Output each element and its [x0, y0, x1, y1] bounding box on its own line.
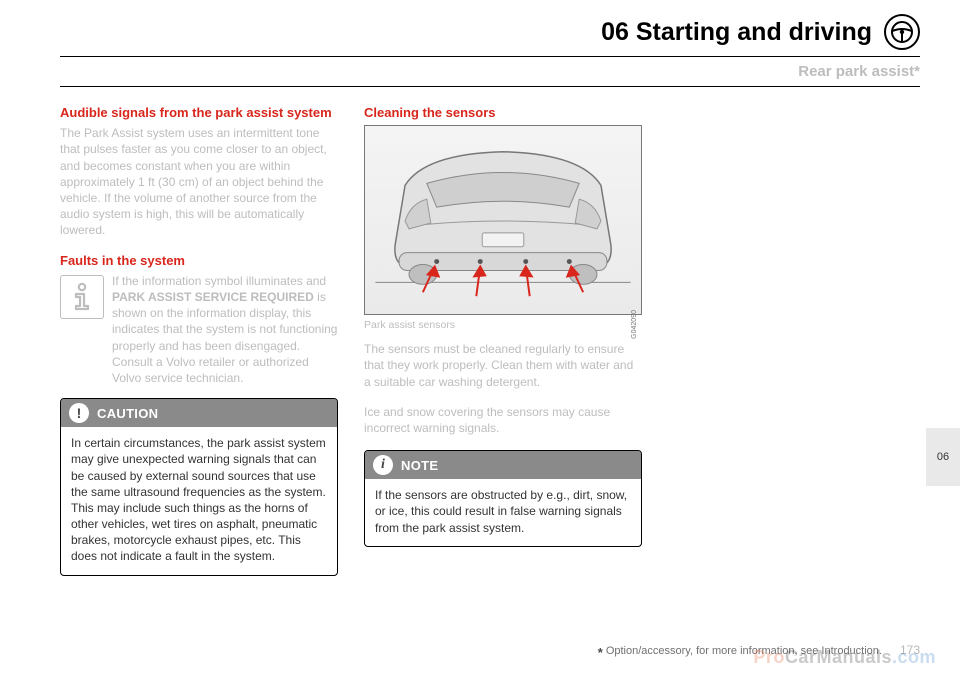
note-body: If the sensors are obstructed by e.g., d… [365, 479, 641, 546]
heading-faults: Faults in the system [60, 253, 338, 269]
column-1: Audible signals from the park assist sys… [60, 105, 338, 576]
content-columns: Audible signals from the park assist sys… [60, 105, 920, 576]
note-header: i NOTE [365, 451, 641, 479]
caution-header: ! CAUTION [61, 399, 337, 427]
caution-callout: ! CAUTION In certain circumstances, the … [60, 398, 338, 576]
watermark: ProCarManuals.com [753, 647, 936, 668]
subheader-row: Rear park assist* [60, 57, 920, 86]
exclamation-icon: ! [69, 403, 89, 423]
sensor-diagram: G042090 [364, 125, 642, 315]
section-title: Rear park assist* [798, 63, 920, 80]
info-block: If the information symbol illuminates an… [60, 273, 338, 386]
text: is shown on the information display, thi… [112, 290, 337, 385]
chapter-title: 06 Starting and driving [601, 18, 872, 47]
chapter-tab: 06 [926, 428, 960, 486]
faults-text: If the information symbol illuminates an… [112, 273, 338, 386]
paragraph: Ice and snow covering the sensors may ca… [364, 404, 642, 436]
note-callout: i NOTE If the sensors are obstructed by … [364, 450, 642, 547]
divider [60, 56, 920, 57]
text-bold: PARK ASSIST SERVICE REQUIRED [112, 290, 314, 304]
page-header: 06 Starting and driving [60, 14, 920, 50]
heading-audible-signals: Audible signals from the park assist sys… [60, 105, 338, 121]
caution-label: CAUTION [97, 406, 158, 421]
diagram-caption: Park assist sensors [364, 319, 642, 331]
heading-cleaning: Cleaning the sensors [364, 105, 642, 121]
text: If the information symbol illuminates an… [112, 274, 326, 288]
paragraph: The sensors must be cleaned regularly to… [364, 341, 642, 390]
column-2: Cleaning the sensors [364, 105, 642, 576]
caution-body: In certain circumstances, the park assis… [61, 427, 337, 575]
info-icon: i [373, 455, 393, 475]
diagram-code: G042090 [631, 310, 638, 339]
divider [60, 86, 920, 87]
paragraph: The Park Assist system uses an intermitt… [60, 125, 338, 238]
steering-wheel-icon [884, 14, 920, 50]
paragraph-faults: If the information symbol illuminates an… [60, 273, 338, 386]
note-label: NOTE [401, 458, 438, 473]
page: 06 Starting and driving Rear park assist… [0, 0, 960, 678]
info-symbol-icon [60, 275, 104, 319]
